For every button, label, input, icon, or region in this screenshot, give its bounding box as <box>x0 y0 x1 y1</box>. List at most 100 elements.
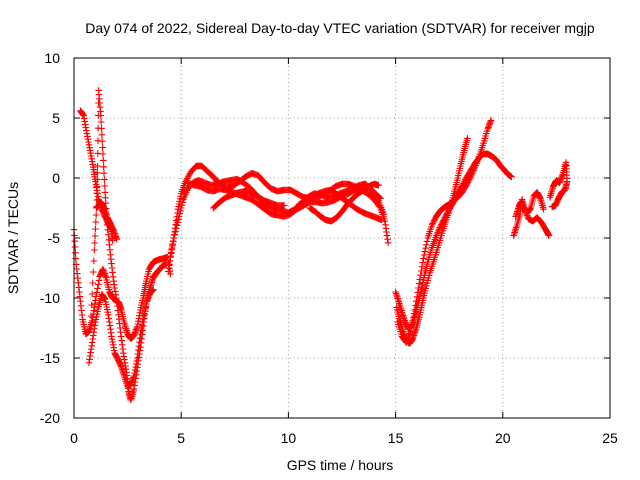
y-tick-label: -20 <box>40 410 60 426</box>
data-point <box>429 220 437 227</box>
data-point <box>410 310 418 317</box>
data-point <box>150 286 157 293</box>
data-point <box>71 237 79 245</box>
data-point <box>89 279 97 287</box>
series-track-i <box>210 187 288 212</box>
x-tick-label: 20 <box>495 430 511 446</box>
data-point <box>465 177 472 185</box>
data-point <box>175 213 183 220</box>
series-track-d <box>85 286 157 391</box>
data-point <box>94 169 101 177</box>
series-track-p <box>512 189 547 220</box>
series-track-c <box>93 87 170 404</box>
data-point <box>178 201 186 209</box>
data-point <box>421 248 429 255</box>
y-tick-label: -5 <box>48 230 61 246</box>
data-point <box>176 210 184 217</box>
data-point <box>466 174 474 182</box>
data-point <box>94 162 101 170</box>
data-point <box>413 293 421 301</box>
data-point <box>92 211 100 219</box>
data-point <box>420 251 428 259</box>
data-point <box>430 217 438 224</box>
data-point <box>465 176 473 183</box>
data-point <box>423 238 431 245</box>
data-point <box>172 225 180 232</box>
data-point <box>87 312 95 320</box>
data-point <box>90 257 98 265</box>
y-tick-label: -10 <box>40 290 60 306</box>
data-point <box>94 285 101 292</box>
x-tick-label: 5 <box>177 430 185 446</box>
data-point <box>175 216 182 223</box>
data-point <box>487 117 495 124</box>
y-tick-label: -15 <box>40 350 60 366</box>
data-point <box>94 150 102 157</box>
data-point <box>95 277 103 284</box>
data-point <box>93 189 101 197</box>
data-point <box>548 203 556 211</box>
data-point <box>97 118 105 126</box>
data-point <box>93 176 101 183</box>
data-point <box>463 180 471 188</box>
series-track-j <box>295 186 385 224</box>
series-track-k <box>306 180 382 225</box>
data-point <box>433 230 441 238</box>
data-point <box>436 224 444 231</box>
data-point <box>434 229 442 236</box>
data-point <box>431 215 439 223</box>
data-point <box>428 221 436 229</box>
data-point <box>409 317 417 325</box>
data-point <box>101 176 108 183</box>
plot-frame <box>73 57 611 419</box>
y-axis-label: SDTVAR / TECUs <box>5 182 21 294</box>
data-point <box>413 297 420 305</box>
data-point <box>467 173 474 181</box>
data-point <box>109 237 116 244</box>
data-point <box>545 232 553 239</box>
data-point <box>464 135 471 142</box>
data-point <box>91 232 99 240</box>
tick-labels: 0 5 10 15 20 25 -20 -15 -10 -5 0 5 10 <box>40 50 618 446</box>
data-point <box>408 321 416 328</box>
data-point <box>171 231 179 238</box>
data-point <box>98 137 106 145</box>
data-point <box>179 199 186 206</box>
data-point <box>375 181 382 189</box>
data-point <box>98 125 105 132</box>
data-point <box>418 263 426 271</box>
data-point <box>177 204 185 212</box>
data-point <box>92 225 99 233</box>
data-point <box>470 165 478 173</box>
data-point <box>419 259 427 266</box>
data-point <box>93 289 101 296</box>
data-point <box>113 235 121 243</box>
data-point <box>88 301 95 309</box>
data-point <box>412 302 419 309</box>
series-track-e <box>87 198 121 320</box>
data-point <box>415 284 422 292</box>
data-point <box>414 289 422 296</box>
data-point <box>430 218 437 226</box>
data-point <box>99 144 106 151</box>
y-tick-label: 0 <box>52 170 60 186</box>
data-point <box>100 169 108 177</box>
y-tick-label: 5 <box>52 110 60 126</box>
data-point <box>464 179 472 186</box>
series-track-n <box>394 117 495 346</box>
data-point <box>172 228 179 235</box>
data-point <box>169 241 176 249</box>
data-point <box>177 207 184 215</box>
data-points <box>70 87 571 404</box>
data-point <box>72 249 79 257</box>
data-point <box>93 183 101 190</box>
data-point <box>463 181 470 189</box>
data-point <box>170 238 177 245</box>
data-point <box>376 194 383 201</box>
data-point <box>167 252 174 260</box>
series-track-m <box>393 135 471 347</box>
data-point <box>435 225 443 233</box>
data-point <box>88 290 96 298</box>
data-point <box>423 241 430 249</box>
data-point <box>415 280 423 287</box>
